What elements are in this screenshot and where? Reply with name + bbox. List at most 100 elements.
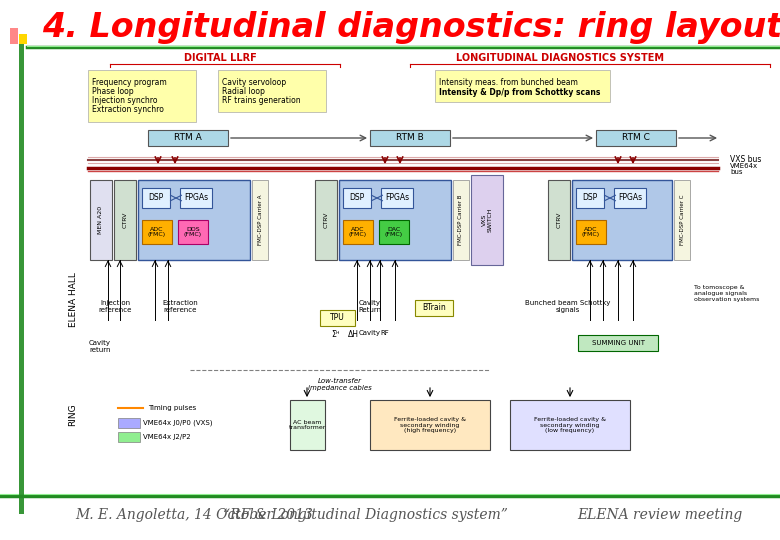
Bar	[118, 432, 140, 442]
Bar	[290, 400, 325, 450]
Text: ADC
(FMC): ADC (FMC)	[582, 227, 600, 238]
Bar	[178, 220, 208, 244]
Text: FMC-DSP Carrier A: FMC-DSP Carrier A	[257, 195, 263, 245]
Text: Low-transfer
impedance cables: Low-transfer impedance cables	[308, 378, 372, 391]
Text: RTM B: RTM B	[396, 133, 424, 143]
Text: DSP: DSP	[148, 193, 164, 202]
Text: Timing pulses: Timing pulses	[148, 405, 197, 411]
Text: VXS bus: VXS bus	[730, 156, 761, 165]
Bar	[343, 220, 373, 244]
Text: Cavity
return: Cavity return	[89, 340, 111, 353]
Bar	[142, 188, 170, 208]
Text: Σᴴ: Σᴴ	[331, 330, 339, 339]
Text: DSP: DSP	[349, 193, 364, 202]
Text: FMC-DSP Carrier B: FMC-DSP Carrier B	[459, 195, 463, 245]
Text: RING: RING	[69, 404, 77, 426]
Bar	[370, 400, 490, 450]
Text: MEN A20: MEN A20	[98, 206, 104, 234]
Bar	[343, 188, 371, 208]
Text: DSP: DSP	[583, 193, 597, 202]
Text: CTRV: CTRV	[122, 212, 127, 228]
Bar	[453, 180, 469, 260]
Text: DAC
(FMC): DAC (FMC)	[385, 227, 403, 238]
Text: FMC-DSP Carrier C: FMC-DSP Carrier C	[679, 195, 685, 245]
Text: CTRV: CTRV	[324, 212, 328, 228]
Bar	[415, 300, 453, 316]
Bar	[10, 28, 18, 44]
Bar	[19, 34, 27, 44]
Bar	[572, 180, 672, 260]
Text: CTRV: CTRV	[556, 212, 562, 228]
Text: 4. Longitudinal diagnostics: ring layout: 4. Longitudinal diagnostics: ring layout	[42, 11, 780, 44]
Bar	[576, 220, 606, 244]
Text: Ferrite-loaded cavity &
secondary winding
(low frequency): Ferrite-loaded cavity & secondary windin…	[534, 417, 606, 433]
Text: Extraction synchro: Extraction synchro	[92, 105, 164, 114]
Text: Extraction
reference: Extraction reference	[162, 300, 198, 313]
Bar	[381, 188, 413, 208]
Bar	[138, 180, 250, 260]
Bar	[339, 180, 451, 260]
Bar	[118, 418, 140, 428]
Text: RTM A: RTM A	[174, 133, 202, 143]
Bar	[142, 220, 172, 244]
Bar	[320, 310, 355, 326]
Text: Bunched beam Schottky
signals: Bunched beam Schottky signals	[525, 300, 611, 313]
Text: Injection
reference: Injection reference	[98, 300, 132, 313]
Bar	[114, 180, 136, 260]
Text: ELENA review meeting: ELENA review meeting	[577, 508, 743, 522]
Text: VME64x
bus: VME64x bus	[730, 163, 758, 176]
Text: FPGAs: FPGAs	[184, 193, 208, 202]
Bar	[88, 70, 196, 122]
Bar	[614, 188, 646, 208]
Text: SUMMING UNIT: SUMMING UNIT	[591, 340, 644, 346]
Text: Intensity meas. from bunched beam: Intensity meas. from bunched beam	[439, 78, 578, 87]
Text: Frequency program: Frequency program	[92, 78, 167, 87]
Text: Ferrite-loaded cavity &
secondary winding
(high frequency): Ferrite-loaded cavity & secondary windin…	[394, 417, 466, 433]
Text: VME64x J0/P0 (VXS): VME64x J0/P0 (VXS)	[143, 420, 212, 426]
Bar	[510, 400, 630, 450]
Text: Injection synchro: Injection synchro	[92, 96, 158, 105]
Bar	[252, 180, 268, 260]
Text: Phase loop: Phase loop	[92, 87, 133, 96]
Bar	[180, 188, 212, 208]
Bar	[148, 130, 228, 146]
Text: RF: RF	[381, 330, 389, 336]
Text: FPGAs: FPGAs	[618, 193, 642, 202]
Text: TPU: TPU	[330, 314, 345, 322]
Bar	[471, 175, 503, 265]
Text: ADC
(FMC): ADC (FMC)	[148, 227, 166, 238]
Text: RTM C: RTM C	[622, 133, 650, 143]
Text: VXS
SWITCH: VXS SWITCH	[481, 208, 492, 232]
Text: DDS
(FMC): DDS (FMC)	[184, 227, 202, 238]
Bar	[596, 130, 676, 146]
Text: ELENA HALL: ELENA HALL	[69, 273, 77, 327]
Bar	[576, 188, 604, 208]
Text: Cavity: Cavity	[359, 330, 381, 336]
Text: LONGITUDINAL DIAGNOSTICS SYSTEM: LONGITUDINAL DIAGNOSTICS SYSTEM	[456, 53, 664, 63]
Text: RF trains generation: RF trains generation	[222, 96, 300, 105]
Text: VME64x J2/P2: VME64x J2/P2	[143, 434, 190, 440]
Text: Cavity servoloop: Cavity servoloop	[222, 78, 286, 87]
Text: Radial loop: Radial loop	[222, 87, 265, 96]
Bar	[218, 70, 326, 112]
Bar	[90, 180, 112, 260]
Bar	[370, 130, 450, 146]
Bar	[435, 70, 610, 102]
Text: Cavity
Return: Cavity Return	[359, 300, 381, 313]
Text: BTrain: BTrain	[422, 303, 446, 313]
Text: “RF & Longitudinal Diagnostics system”: “RF & Longitudinal Diagnostics system”	[222, 508, 508, 522]
Text: FPGAs: FPGAs	[385, 193, 409, 202]
Text: ΔH: ΔH	[348, 330, 359, 339]
Bar	[379, 220, 409, 244]
Bar	[19, 44, 24, 514]
Text: M. E. Angoletta, 14 October 2013: M. E. Angoletta, 14 October 2013	[75, 508, 313, 522]
Text: AC beam
transformer: AC beam transformer	[289, 420, 326, 430]
Bar	[315, 180, 337, 260]
Text: Intensity & Dp/p from Schottky scans: Intensity & Dp/p from Schottky scans	[439, 88, 601, 97]
Bar	[578, 335, 658, 351]
Text: ADC
(FMC): ADC (FMC)	[349, 227, 367, 238]
Text: To tomoscope &
analogue signals
observation systems: To tomoscope & analogue signals observat…	[694, 285, 760, 302]
Bar	[674, 180, 690, 260]
Bar	[548, 180, 570, 260]
Text: DIGITAL LLRF: DIGITAL LLRF	[183, 53, 257, 63]
